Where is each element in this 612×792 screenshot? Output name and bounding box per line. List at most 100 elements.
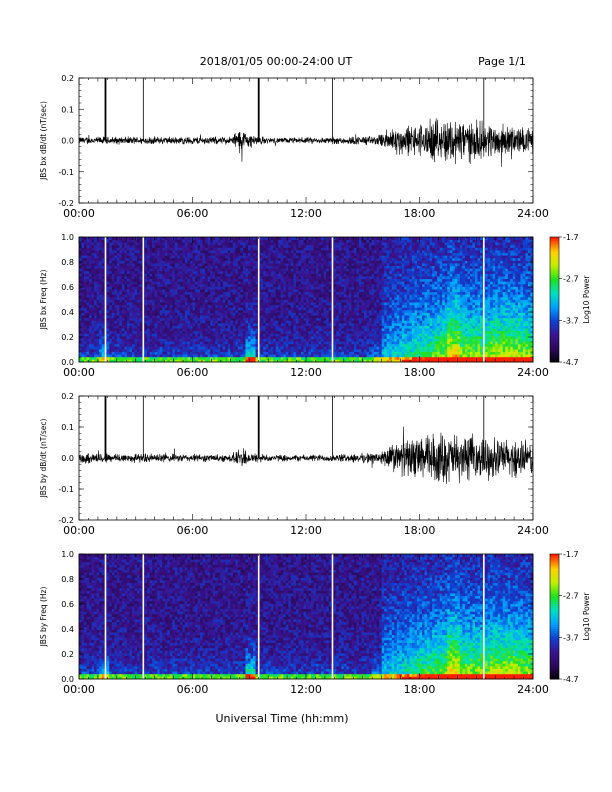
- heatmap-cell: [169, 239, 173, 243]
- heatmap-cell: [184, 239, 188, 243]
- heatmap-cell: [86, 299, 90, 303]
- heatmap-cell: [232, 250, 236, 254]
- heatmap-cell: [207, 296, 211, 300]
- heatmap-cell: [162, 239, 166, 243]
- heatmap-cell: [177, 242, 181, 246]
- heatmap-cell: [285, 239, 289, 243]
- heatmap-cell: [131, 346, 135, 350]
- heatmap-cell: [207, 320, 211, 324]
- heatmap-cell: [184, 265, 188, 269]
- heatmap-cell: [139, 346, 143, 350]
- heatmap-cell: [96, 309, 100, 313]
- heatmap-cell: [303, 348, 307, 352]
- heatmap-cell: [268, 276, 272, 280]
- heatmap-cell: [114, 309, 118, 313]
- heatmap-cell: [318, 260, 322, 264]
- heatmap-cell: [207, 325, 211, 329]
- heatmap-cell: [283, 291, 287, 295]
- heatmap-cell: [275, 278, 279, 282]
- heatmap-cell: [147, 252, 151, 256]
- heatmap-cell: [255, 335, 259, 339]
- heatmap-cell: [265, 273, 269, 277]
- heatmap-cell: [101, 278, 105, 282]
- heatmap-cell: [187, 276, 191, 280]
- heatmap-cell: [227, 317, 231, 321]
- heatmap-cell: [207, 278, 211, 282]
- heatmap-cell: [131, 359, 135, 363]
- heatmap-cell: [313, 270, 317, 274]
- heatmap-cell: [295, 320, 299, 324]
- heatmap-cell: [270, 270, 274, 274]
- heatmap-cell: [222, 328, 226, 332]
- heatmap-cell: [313, 273, 317, 277]
- heatmap-cell: [164, 315, 168, 319]
- heatmap-cell: [268, 320, 272, 324]
- heatmap-cell: [270, 335, 274, 339]
- heatmap-cell: [202, 289, 206, 293]
- heatmap-cell: [184, 341, 188, 345]
- heatmap-cell: [268, 351, 272, 355]
- heatmap-cell: [318, 322, 322, 326]
- heatmap-cell: [318, 307, 322, 311]
- heatmap-cell: [134, 294, 138, 298]
- heatmap-cell: [189, 322, 193, 326]
- heatmap-cell: [232, 312, 236, 316]
- heatmap-cell: [215, 325, 219, 329]
- heatmap-cell: [144, 299, 148, 303]
- heatmap-cell: [227, 296, 231, 300]
- heatmap-cell: [268, 291, 272, 295]
- heatmap-cell: [227, 244, 231, 248]
- heatmap-cell: [157, 317, 161, 321]
- heatmap-cell: [235, 325, 239, 329]
- heatmap-cell: [207, 299, 211, 303]
- heatmap-cell: [278, 255, 282, 259]
- heatmap-cell: [283, 335, 287, 339]
- heatmap-cell: [245, 351, 249, 355]
- heatmap-cell: [313, 348, 317, 352]
- heatmap-cell: [242, 343, 246, 347]
- heatmap-cell: [283, 265, 287, 269]
- heatmap-cell: [303, 260, 307, 264]
- heatmap-cell: [225, 239, 229, 243]
- heatmap-cell: [326, 341, 330, 345]
- heatmap-cell: [179, 281, 183, 285]
- heatmap-cell: [169, 260, 173, 264]
- heatmap-cell: [207, 322, 211, 326]
- heatmap-cell: [124, 289, 128, 293]
- heatmap-cell: [114, 302, 118, 306]
- heatmap-cell: [109, 257, 113, 261]
- heatmap-cell: [111, 333, 115, 337]
- heatmap-cell: [124, 250, 128, 254]
- heatmap-cell: [126, 247, 130, 251]
- heatmap-cell: [237, 255, 241, 259]
- heatmap-cell: [237, 257, 241, 261]
- heatmap-cell: [129, 348, 133, 352]
- heatmap-cell: [313, 237, 317, 240]
- heatmap-cell: [131, 237, 135, 240]
- heatmap-cell: [114, 346, 118, 350]
- heatmap-cell: [187, 309, 191, 313]
- heatmap-cell: [285, 309, 289, 313]
- heatmap-cell: [250, 281, 254, 285]
- heatmap-cell: [174, 270, 178, 274]
- heatmap-cell: [303, 283, 307, 287]
- heatmap-cell: [263, 260, 267, 264]
- heatmap-cell: [313, 354, 317, 358]
- heatmap-cell: [129, 257, 133, 261]
- heatmap-cell: [255, 356, 259, 360]
- heatmap-cell: [200, 237, 203, 240]
- heatmap-cell: [278, 315, 282, 319]
- heatmap-cell: [111, 273, 115, 277]
- heatmap-cell: [328, 299, 332, 303]
- heatmap-cell: [278, 237, 282, 240]
- heatmap-cell: [255, 265, 259, 269]
- heatmap-cell: [81, 278, 85, 282]
- heatmap-cell: [162, 299, 166, 303]
- heatmap-cell: [99, 320, 103, 324]
- heatmap-cell: [154, 356, 158, 360]
- heatmap-cell: [101, 302, 105, 306]
- heatmap-cell: [268, 322, 272, 326]
- heatmap-cell: [295, 309, 299, 313]
- heatmap-cell: [159, 333, 163, 337]
- heatmap-cell: [147, 317, 151, 321]
